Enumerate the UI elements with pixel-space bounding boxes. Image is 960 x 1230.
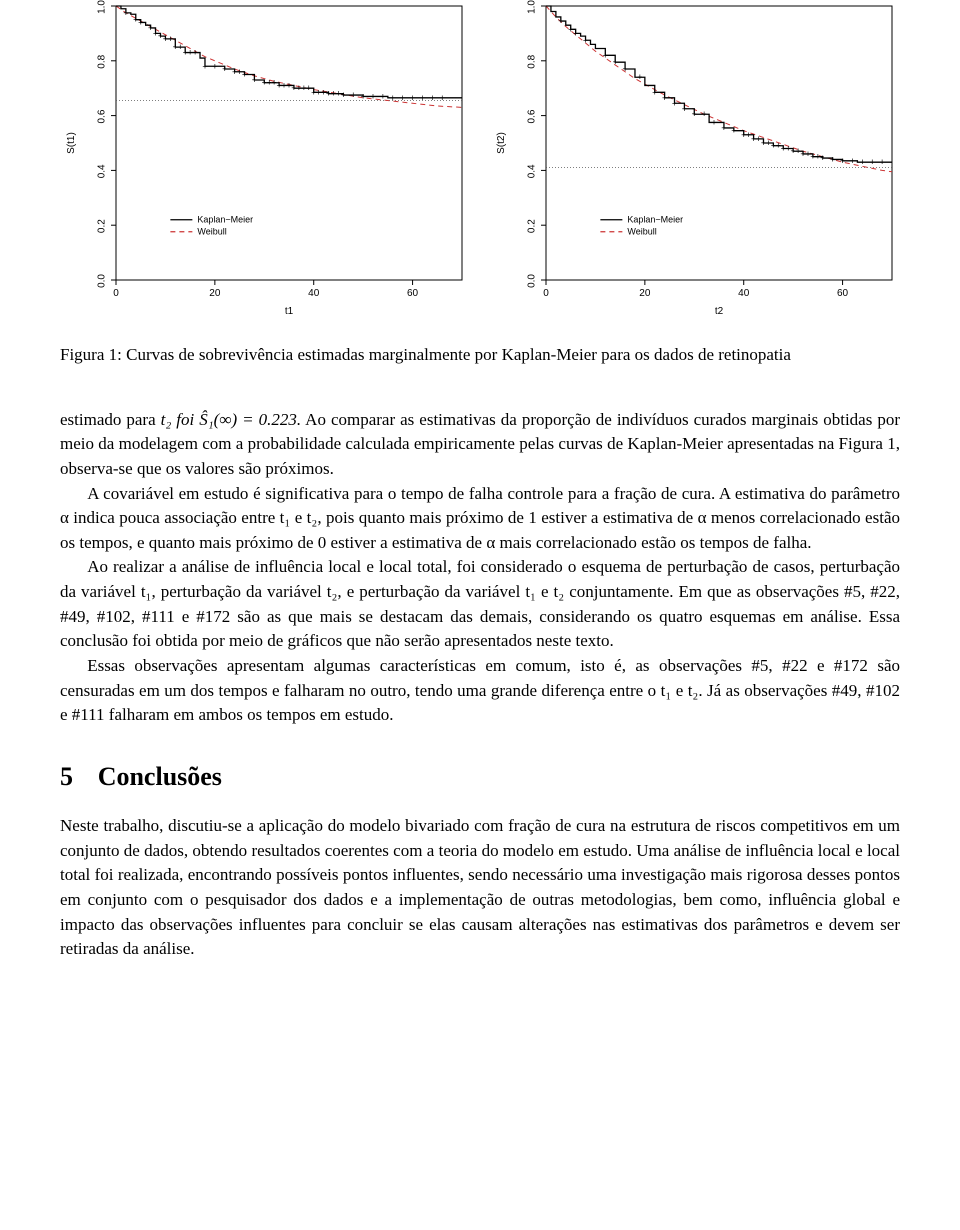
svg-text:+: + <box>400 93 405 103</box>
svg-text:+: + <box>840 156 845 166</box>
svg-text:+: + <box>123 8 128 18</box>
figure-caption: Figura 1: Curvas de sobrevivência estima… <box>60 343 900 368</box>
svg-text:+: + <box>370 91 375 101</box>
svg-text:+: + <box>702 109 707 119</box>
charts-row: 0.0 0.2 0.4 0.6 0.8 1.0 0 20 40 60 t1 S(t1) + + + + + + + +… <box>60 0 900 325</box>
svg-text:+: + <box>410 93 415 103</box>
svg-text:+: + <box>390 93 395 103</box>
svg-text:+: + <box>860 157 865 167</box>
svg-text:+: + <box>573 28 578 38</box>
chart-left: 0.0 0.2 0.4 0.6 0.8 1.0 0 20 40 60 t1 S(t1) + + + + + + + +… <box>60 0 470 325</box>
svg-text:+: + <box>613 57 618 67</box>
svg-text:+: + <box>682 104 687 114</box>
svg-text:+: + <box>672 98 677 108</box>
section-number: 5 <box>60 762 91 792</box>
svg-text:+: + <box>711 117 716 127</box>
svg-text:+: + <box>692 109 697 119</box>
svg-text:0.4: 0.4 <box>97 164 108 178</box>
svg-text:Kaplan−Meier: Kaplan−Meier <box>197 215 253 225</box>
svg-text:Weibull: Weibull <box>627 227 656 237</box>
svg-text:1.0: 1.0 <box>97 0 108 14</box>
svg-text:+: + <box>662 93 667 103</box>
svg-text:0.0: 0.0 <box>527 274 538 288</box>
svg-text:+: + <box>830 154 835 164</box>
svg-text:+: + <box>222 64 227 74</box>
svg-text:+: + <box>192 48 197 58</box>
svg-text:Weibull: Weibull <box>197 227 226 237</box>
svg-text:t2: t2 <box>715 306 724 317</box>
svg-text:0.0: 0.0 <box>97 274 108 288</box>
svg-text:0.4: 0.4 <box>527 164 538 178</box>
svg-text:+: + <box>721 123 726 133</box>
svg-text:S(t1): S(t1) <box>66 132 77 154</box>
svg-text:+: + <box>341 90 346 100</box>
svg-text:Kaplan−Meier: Kaplan−Meier <box>627 215 683 225</box>
svg-text:+: + <box>380 91 385 101</box>
svg-text:20: 20 <box>639 288 651 299</box>
svg-text:+: + <box>138 17 143 27</box>
svg-text:+: + <box>652 87 657 97</box>
p1-pre: estimado para <box>60 410 161 429</box>
svg-text:+: + <box>430 93 435 103</box>
svg-text:+: + <box>202 61 207 71</box>
svg-text:+: + <box>252 75 257 85</box>
svg-text:0: 0 <box>113 288 119 299</box>
svg-text:+: + <box>558 16 563 26</box>
svg-text:+: + <box>212 61 217 71</box>
svg-text:0.6: 0.6 <box>527 109 538 123</box>
svg-text:t1: t1 <box>285 306 294 317</box>
svg-text:S(t2): S(t2) <box>496 132 507 154</box>
svg-text:+: + <box>603 50 608 60</box>
svg-text:40: 40 <box>308 288 320 299</box>
svg-text:+: + <box>879 157 884 167</box>
paragraph-2: A covariável em estudo é significativa p… <box>60 482 900 556</box>
section-title: Conclusões <box>98 762 222 791</box>
svg-text:20: 20 <box>209 288 221 299</box>
svg-text:+: + <box>420 93 425 103</box>
svg-text:0.6: 0.6 <box>97 109 108 123</box>
svg-text:+: + <box>242 70 247 80</box>
svg-text:60: 60 <box>837 288 849 299</box>
svg-text:+: + <box>820 153 825 163</box>
svg-text:+: + <box>731 126 736 136</box>
paragraph-5: Neste trabalho, discutiu-se a aplicação … <box>60 814 900 962</box>
svg-text:0.8: 0.8 <box>97 54 108 68</box>
svg-text:+: + <box>622 64 627 74</box>
section-heading: 5 Conclusões <box>60 762 900 792</box>
svg-text:+: + <box>440 93 445 103</box>
page: 0.0 0.2 0.4 0.6 0.8 1.0 0 20 40 60 t1 S(t1) + + + + + + + +… <box>0 0 960 1002</box>
paragraph-3: Ao realizar a análise de influência loca… <box>60 555 900 654</box>
survival-chart-right: 0.0 0.2 0.4 0.6 0.8 1.0 0 20 40 60 t2 S(t2) + + + + + + + +… <box>490 0 900 320</box>
svg-text:+: + <box>850 156 855 166</box>
paragraph-4: Essas observações apresentam algumas car… <box>60 654 900 728</box>
svg-text:1.0: 1.0 <box>527 0 538 14</box>
chart-right: 0.0 0.2 0.4 0.6 0.8 1.0 0 20 40 60 t2 S(t2) + + + + + + + +… <box>490 0 900 325</box>
svg-text:0.2: 0.2 <box>97 219 108 233</box>
svg-text:+: + <box>361 91 366 101</box>
svg-text:60: 60 <box>407 288 419 299</box>
svg-text:0: 0 <box>543 288 549 299</box>
svg-text:+: + <box>637 72 642 82</box>
svg-text:0.8: 0.8 <box>527 54 538 68</box>
p1-math: t₂ foi Ŝ₁(∞) = 0.223. <box>161 410 301 429</box>
paragraph-1: estimado para t₂ foi Ŝ₁(∞) = 0.223. Ao c… <box>60 408 900 482</box>
svg-text:+: + <box>583 35 588 45</box>
survival-chart-left: 0.0 0.2 0.4 0.6 0.8 1.0 0 20 40 60 t1 S(t1) + + + + + + + +… <box>60 0 470 320</box>
svg-text:0.2: 0.2 <box>527 219 538 233</box>
svg-text:+: + <box>870 157 875 167</box>
svg-text:40: 40 <box>738 288 750 299</box>
svg-text:+: + <box>351 90 356 100</box>
